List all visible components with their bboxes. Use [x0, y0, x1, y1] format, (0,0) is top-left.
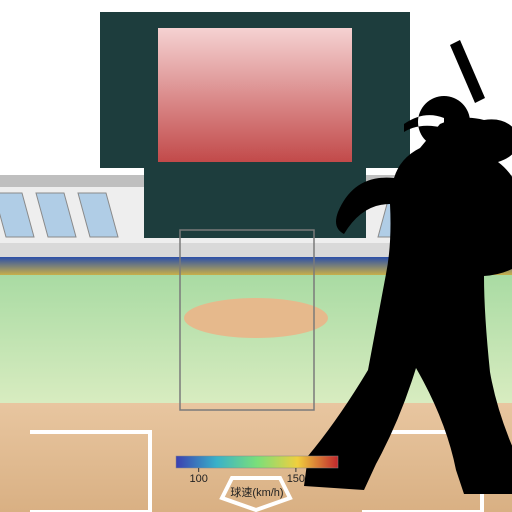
scoreboard-screen	[158, 28, 352, 162]
stadium-scene: 100 150 球速(km/h)	[0, 0, 512, 512]
scoreboard-base	[144, 168, 366, 238]
legend-bar	[176, 456, 338, 468]
pitchers-mound	[184, 298, 328, 338]
legend-tick-label: 100	[190, 473, 208, 485]
legend-label: 球速(km/h)	[230, 485, 283, 499]
legend-tick-label: 150	[287, 473, 305, 485]
